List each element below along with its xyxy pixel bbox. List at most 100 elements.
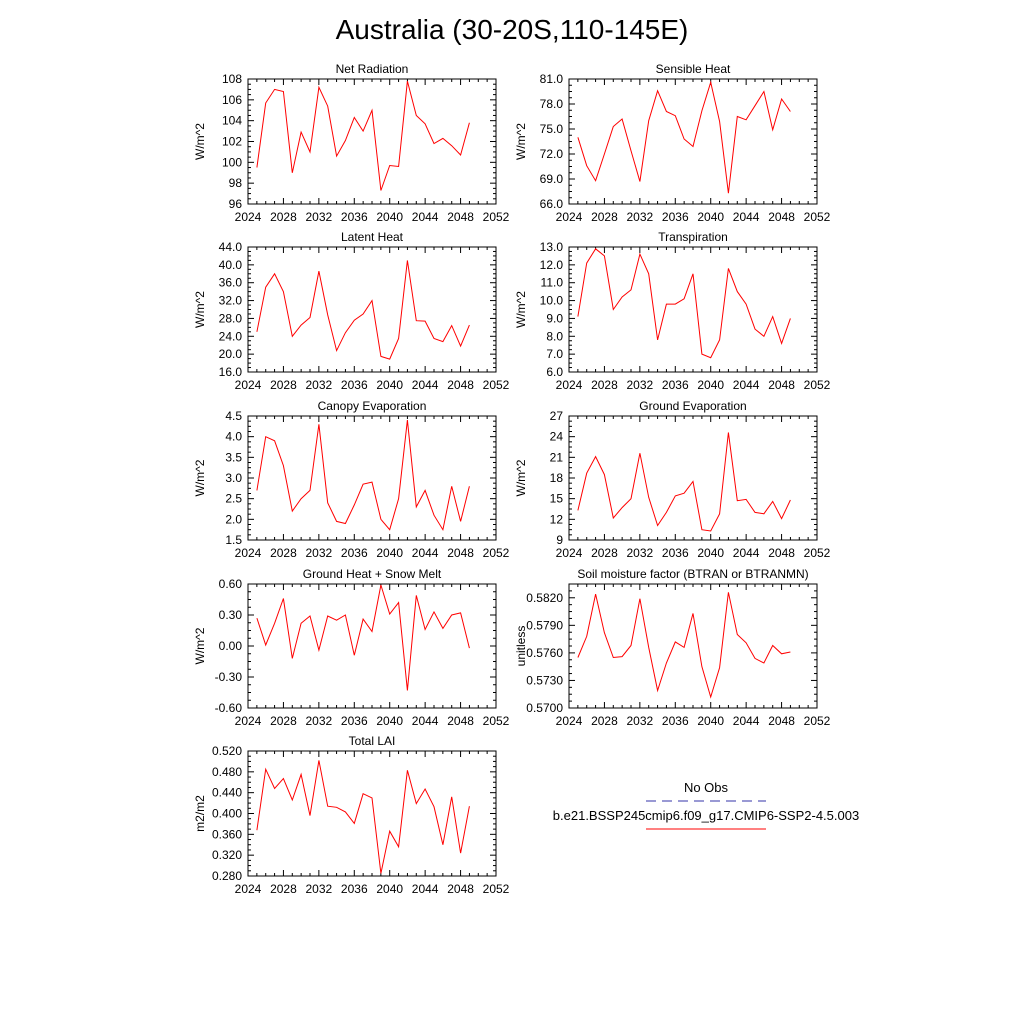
x-tick-label: 2036 — [662, 714, 689, 728]
plot-frame — [247, 78, 497, 205]
x-tick-label: 2032 — [306, 714, 333, 728]
x-tick-label: 2024 — [235, 714, 262, 728]
x-tick-label: 2032 — [627, 714, 654, 728]
y-axis-label: W/m^2 — [193, 291, 207, 328]
x-tick-label: 2032 — [627, 546, 654, 560]
y-tick-label: 9.0 — [546, 311, 563, 325]
y-axis-label: unitless — [514, 626, 528, 667]
chart-panel-8: 2024 2028 2032 2036 2040 2044 2048 2052 0.5700 0.… — [514, 567, 831, 728]
x-tick-label: 2024 — [235, 546, 262, 560]
chart-panel-1: 2024 2028 2032 2036 2040 2044 2048 2052 96 98 100 1… — [193, 62, 510, 224]
x-tick-label: 2048 — [768, 546, 795, 560]
x-tick-label: 2036 — [341, 546, 368, 560]
y-tick-label: 28.0 — [219, 311, 243, 325]
x-tick-label: 2052 — [483, 546, 510, 560]
x-tick-label: 2048 — [447, 378, 474, 392]
chart-panel-6: 2024 2028 2032 2036 2040 2044 2048 2052 9 12 15 18 2… — [514, 399, 831, 560]
x-tick-label: 2036 — [341, 210, 368, 224]
y-tick-label: 108 — [222, 72, 242, 86]
series-line — [577, 432, 791, 532]
y-tick-label: 81.0 — [540, 72, 564, 86]
x-tick-label: 2024 — [235, 378, 262, 392]
chart-panel-4: 2024 2028 2032 2036 2040 2044 2048 2052 6.0 7.0 8.… — [514, 230, 831, 392]
legend-label: b.e21.BSSP245cmip6.f09_g17.CMIP6-SSP2-4.… — [553, 808, 859, 823]
panel-title: Ground Heat + Snow Melt — [303, 567, 442, 581]
y-tick-label: 9 — [556, 533, 563, 547]
y-tick-label: 36.0 — [219, 276, 243, 290]
x-tick-label: 2052 — [483, 882, 510, 896]
y-tick-label: 0.5790 — [526, 618, 563, 632]
y-tick-label: 66.0 — [540, 197, 564, 211]
y-tick-label: 24 — [550, 430, 564, 444]
y-tick-label: 96 — [229, 197, 243, 211]
y-tick-label: 11.0 — [541, 276, 564, 290]
y-tick-label: 18 — [550, 471, 564, 485]
x-tick-label: 2048 — [447, 210, 474, 224]
y-tick-label: 12 — [550, 512, 564, 526]
y-tick-label: 40.0 — [219, 258, 243, 272]
x-tick-label: 2036 — [662, 210, 689, 224]
x-tick-label: 2024 — [556, 546, 583, 560]
x-tick-label: 2028 — [270, 882, 297, 896]
panel-title: Canopy Evaporation — [318, 399, 427, 413]
panel-title: Ground Evaporation — [639, 399, 746, 413]
plot-frame — [568, 583, 818, 709]
series-line — [577, 592, 791, 699]
y-tick-label: 27 — [550, 409, 564, 423]
y-tick-label: 24.0 — [219, 329, 243, 343]
x-tick-label: 2044 — [733, 378, 760, 392]
chart-panel-5: 2024 2028 2032 2036 2040 2044 2048 2052 1.5 2.0 2.… — [193, 399, 510, 560]
y-tick-label: 7.0 — [546, 347, 563, 361]
x-tick-label: 2052 — [483, 210, 510, 224]
plot-frame — [568, 415, 818, 541]
y-tick-label: 0.320 — [212, 848, 242, 862]
x-tick-label: 2028 — [270, 546, 297, 560]
x-tick-label: 2040 — [376, 714, 403, 728]
y-tick-label: 0.520 — [212, 744, 242, 758]
y-tick-label: 106 — [222, 93, 242, 107]
chart-panel-2: 2024 2028 2032 2036 2040 2044 2048 2052 66.0 69.0… — [514, 62, 831, 224]
x-tick-label: 2036 — [341, 882, 368, 896]
x-tick-label: 2028 — [270, 210, 297, 224]
y-tick-label: 104 — [222, 114, 242, 128]
y-axis-label: W/m^2 — [514, 291, 528, 328]
series-line — [256, 260, 470, 360]
series-line — [577, 80, 791, 194]
y-tick-label: 12.0 — [540, 258, 564, 272]
x-tick-label: 2040 — [697, 378, 724, 392]
chart-panel-3: 2024 2028 2032 2036 2040 2044 2048 2052 16.0 20.0… — [193, 230, 510, 392]
series-line — [577, 248, 791, 359]
y-tick-label: 0.360 — [212, 827, 242, 841]
x-tick-label: 2048 — [447, 882, 474, 896]
x-tick-label: 2044 — [733, 714, 760, 728]
x-tick-label: 2040 — [376, 546, 403, 560]
x-tick-label: 2052 — [804, 378, 831, 392]
figure-title: Australia (30-20S,110-145E) — [335, 14, 689, 45]
x-tick-label: 2032 — [306, 210, 333, 224]
y-axis-label: W/m^2 — [514, 459, 528, 496]
x-tick-label: 2040 — [376, 882, 403, 896]
chart-panel-9: 2024 2028 2032 2036 2040 2044 2048 2052 0.280 0.3… — [193, 734, 510, 896]
y-tick-label: 0.480 — [212, 765, 242, 779]
y-tick-label: 32.0 — [219, 294, 243, 308]
x-tick-label: 2036 — [341, 378, 368, 392]
y-tick-label: 8.0 — [546, 329, 563, 343]
x-tick-label: 2024 — [235, 210, 262, 224]
x-tick-label: 2044 — [412, 378, 439, 392]
y-tick-label: 0.5730 — [526, 673, 563, 687]
plot-frame — [247, 583, 497, 709]
y-tick-label: 6.0 — [546, 365, 563, 379]
x-tick-label: 2044 — [412, 714, 439, 728]
panel-title: Sensible Heat — [656, 62, 731, 76]
x-tick-label: 2028 — [591, 210, 618, 224]
y-tick-label: 44.0 — [219, 240, 243, 254]
y-tick-label: 4.5 — [225, 409, 242, 423]
y-tick-label: 2.5 — [225, 492, 242, 506]
x-tick-label: 2024 — [235, 882, 262, 896]
y-tick-label: 0.5820 — [526, 591, 563, 605]
y-tick-label: 2.0 — [225, 512, 242, 526]
x-tick-label: 2024 — [556, 714, 583, 728]
y-tick-label: 20.0 — [219, 347, 243, 361]
y-tick-label: -0.30 — [215, 670, 243, 684]
